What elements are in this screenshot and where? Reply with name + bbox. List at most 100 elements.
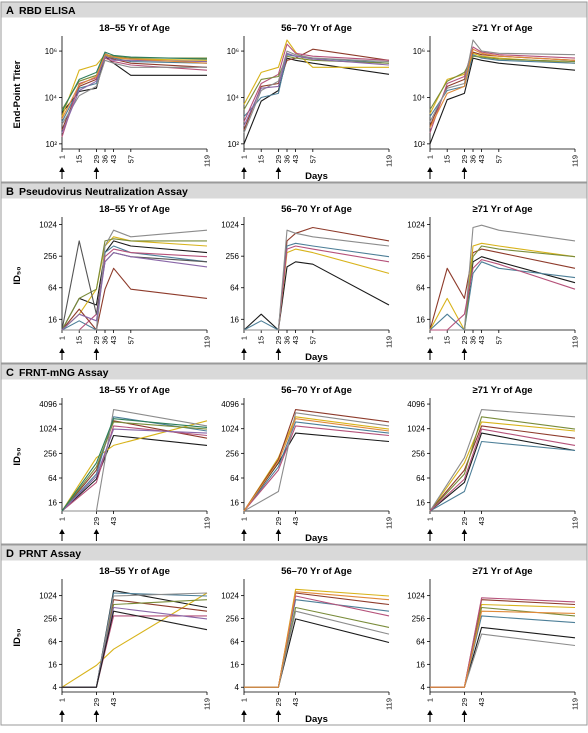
y-tick-label: 10⁶: [413, 47, 425, 56]
y-tick-label: 16: [230, 660, 239, 669]
vaccination-arrow-head: [461, 710, 468, 715]
y-tick-label: 16: [230, 315, 239, 324]
x-tick-label: 29: [460, 155, 469, 163]
series-line: [429, 440, 576, 512]
series-line: [61, 421, 208, 512]
x-tick-label: 43: [109, 336, 118, 344]
x-tick-label: 29: [274, 517, 283, 525]
x-tick-label: 43: [109, 517, 118, 525]
vaccination-arrow-head: [427, 529, 433, 534]
panel-a: A RBD ELISA End-Point Titer 18–55 Yr of Age…: [0, 1, 588, 183]
vaccination-arrow-head: [427, 348, 433, 353]
x-tick-label: 15: [443, 155, 452, 163]
x-tick-label: 43: [291, 698, 300, 706]
series-line: [430, 610, 576, 688]
panel-letter: C: [6, 367, 14, 379]
y-tick-label: 256: [412, 615, 426, 624]
x-tick-label: 119: [203, 155, 212, 167]
group-title: 18–55 Yr of Age: [99, 566, 170, 577]
y-tick-label: 1024: [407, 221, 425, 230]
y-tick-label: 4096: [39, 400, 57, 409]
series-line: [61, 57, 208, 138]
x-tick-label: 29: [92, 336, 101, 344]
panel-letter: D: [6, 548, 14, 560]
x-tick-label: 1: [240, 517, 249, 521]
panel-d: D PRNT Assay ID₅₀ 18–55 Yr of Age 4 16 64 256 10…: [0, 544, 588, 726]
vaccination-arrow-head: [241, 348, 247, 353]
vaccination-arrow-head: [59, 167, 65, 172]
y-tick-label: 64: [230, 637, 239, 646]
vaccination-arrow-head: [427, 167, 433, 172]
y-tick-label: 256: [44, 252, 58, 261]
x-tick-label: 43: [291, 336, 300, 344]
y-tick-label: 10²: [413, 140, 425, 149]
x-axis-label: Days: [305, 352, 328, 363]
panel-header: [1, 545, 587, 561]
series-line: [244, 229, 390, 331]
x-tick-label: 43: [477, 517, 486, 525]
y-tick-label: 10⁴: [227, 93, 240, 102]
y-tick-label: 1024: [221, 221, 239, 230]
x-tick-label: 43: [477, 698, 486, 706]
x-tick-label: 29: [460, 336, 469, 344]
series-line: [61, 53, 208, 120]
series-line: [243, 418, 390, 512]
x-tick-label: 119: [571, 155, 580, 167]
series-line: [61, 55, 208, 134]
x-tick-label: 15: [75, 155, 84, 163]
y-tick-label: 10⁶: [227, 47, 239, 56]
x-tick-label: 29: [274, 698, 283, 706]
panel-letter: A: [6, 5, 14, 17]
vaccination-arrow-head: [241, 167, 247, 172]
group-title: ≥71 Yr of Age: [472, 566, 532, 577]
x-tick-label: 57: [494, 155, 503, 163]
x-tick-label: 36: [101, 155, 110, 163]
group-title: 18–55 Yr of Age: [99, 204, 170, 215]
x-tick-label: 29: [92, 517, 101, 525]
y-tick-label: 64: [48, 637, 57, 646]
y-tick-label: 16: [48, 660, 57, 669]
x-tick-label: 43: [291, 155, 300, 163]
x-tick-label: 119: [571, 336, 580, 348]
x-tick-label: 43: [109, 698, 118, 706]
x-tick-label: 15: [257, 155, 266, 163]
series-line: [429, 48, 576, 128]
y-axis-label: End-Point Titer: [12, 60, 23, 128]
x-tick-label: 15: [257, 336, 266, 344]
x-tick-label: 36: [101, 336, 110, 344]
series-line: [61, 418, 208, 512]
series-line: [243, 57, 390, 145]
x-tick-label: 119: [385, 336, 394, 348]
y-tick-label: 64: [48, 474, 57, 483]
x-tick-label: 15: [75, 336, 84, 344]
y-tick-label: 16: [416, 315, 425, 324]
panel-title: PRNT Assay: [19, 548, 81, 560]
group-title: ≥71 Yr of Age: [472, 23, 532, 34]
series-line: [430, 259, 576, 331]
group-title: 56–70 Yr of Age: [281, 23, 352, 34]
subplot-3: ≥71 Yr of Age 4 16 64 256 1024 1 29 43 119: [407, 566, 580, 722]
x-tick-label: 57: [126, 336, 135, 344]
x-tick-label: 1: [240, 155, 249, 159]
y-tick-label: 1024: [407, 592, 425, 601]
series-line: [243, 421, 390, 512]
series-line: [243, 425, 390, 512]
y-tick-label: 256: [226, 615, 240, 624]
x-tick-label: 1: [426, 517, 435, 521]
vaccination-arrow-head: [275, 348, 282, 353]
y-tick-label: 16: [416, 499, 425, 508]
x-tick-label: 43: [477, 336, 486, 344]
y-tick-label: 16: [416, 660, 425, 669]
x-tick-label: 1: [58, 698, 67, 702]
x-tick-label: 119: [385, 698, 394, 710]
y-tick-label: 64: [416, 284, 425, 293]
y-tick-label: 10²: [227, 140, 239, 149]
series-line: [243, 409, 390, 512]
y-tick-label: 256: [226, 449, 240, 458]
x-tick-label: 119: [385, 517, 394, 529]
series-line: [429, 242, 576, 331]
y-tick-label: 1024: [221, 592, 239, 601]
series-line: [243, 43, 390, 122]
